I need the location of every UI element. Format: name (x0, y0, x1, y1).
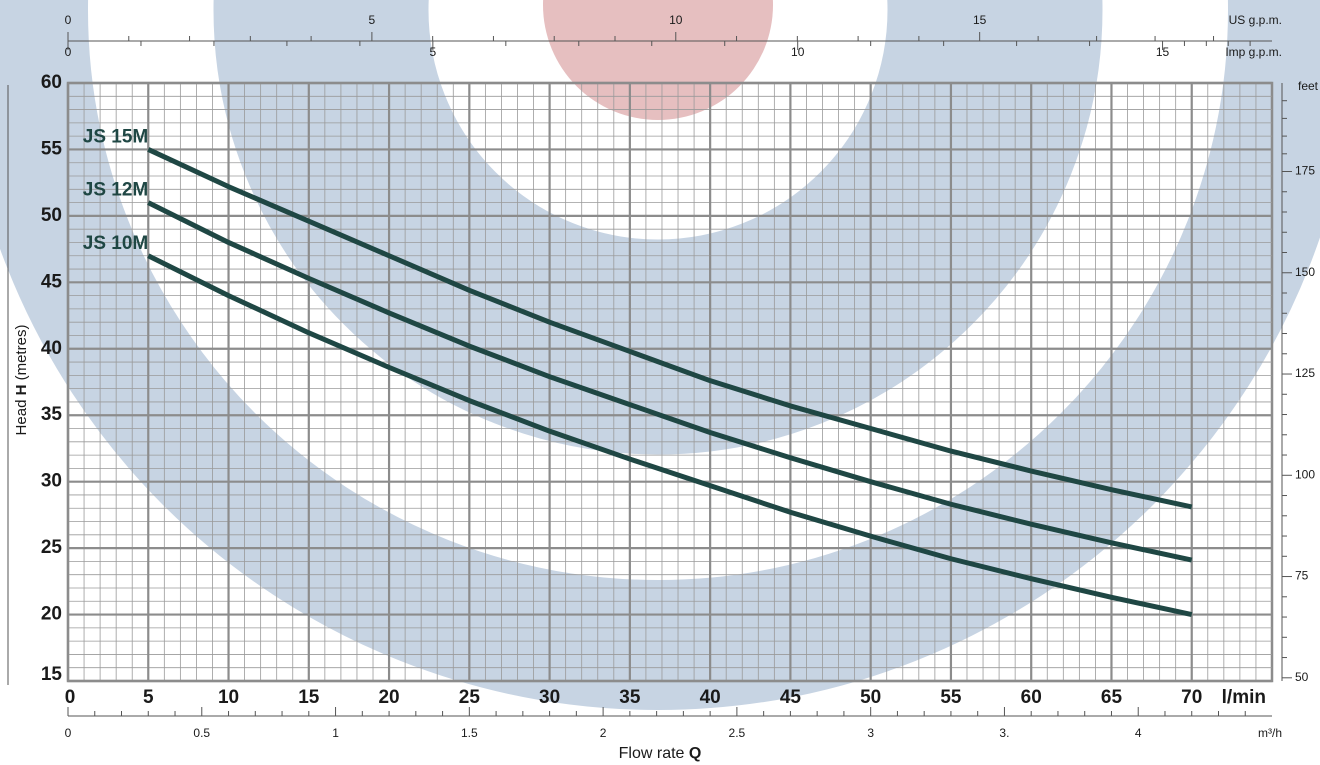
x-tick-label: 70 (1181, 687, 1202, 708)
x-tick-label: 50 (860, 687, 881, 708)
x-tick-label: 40 (700, 687, 721, 708)
axis-title: US g.p.m. (1229, 13, 1282, 27)
labels: 0 5 10 15 20 25 30 35 40 45 50 55 60 65 70 l/min1520253… (41, 13, 1319, 740)
y-tick-label: 50 (41, 205, 62, 226)
tick-label: 0 (65, 726, 72, 740)
y-label-part: (metres) (13, 325, 30, 385)
tick-label: 125 (1295, 366, 1315, 380)
axis-title: m³/h (1258, 726, 1282, 740)
y-tick-label: 45 (41, 271, 63, 292)
y-tick-label: 20 (41, 604, 62, 625)
x-unit-label: l/min (1222, 687, 1266, 708)
tick-label: 5 (430, 45, 437, 59)
tick-label: 0 (65, 45, 72, 59)
x-tick-label: 30 (539, 687, 560, 708)
tick-label: 15 (973, 13, 987, 27)
tick-label: 5 (369, 13, 376, 27)
series-label: JS 15M (83, 126, 148, 147)
tick-label: 1 (332, 726, 339, 740)
x-tick-label: 55 (940, 687, 962, 708)
x-tick-label: 0 (65, 687, 76, 708)
y-label-part: Head (13, 395, 30, 435)
y-axis-label: Head H (metres) (13, 325, 30, 436)
x-tick-label: 65 (1101, 687, 1123, 708)
x-axis-label: Flow rate Q (619, 745, 702, 762)
tick-label: 100 (1295, 467, 1315, 481)
y-label-part: H (13, 385, 30, 396)
y-tick-label: 35 (41, 404, 63, 425)
grid (66, 81, 1274, 683)
x-tick-label: 5 (143, 687, 154, 708)
background-decoration (0, 0, 1320, 710)
series-label: JS 10M (83, 233, 148, 254)
tick-label: 10 (669, 13, 683, 27)
y-tick-label: 60 (41, 72, 62, 93)
y-tick-label: 15 (41, 664, 63, 685)
axis-title: Imp g.p.m. (1225, 45, 1282, 59)
tick-label: 15 (1156, 45, 1170, 59)
tick-label: 2 (600, 726, 607, 740)
tick-label: 10 (791, 45, 805, 59)
x-tick-label: 20 (378, 687, 399, 708)
x-label-part: Flow rate (619, 745, 689, 762)
tick-label: 50 (1295, 670, 1309, 684)
y-tick-label: 25 (41, 537, 63, 558)
x-tick-label: 15 (298, 687, 320, 708)
series-line (147, 147, 1193, 510)
inner-ring (213, 0, 1103, 455)
x-tick-label: 60 (1021, 687, 1042, 708)
outer-ring (0, 0, 1320, 710)
axis-title: feet (1298, 79, 1319, 93)
x-tick-label: 45 (780, 687, 802, 708)
x-label-part: Q (689, 745, 701, 762)
tick-label: 175 (1295, 164, 1315, 178)
tick-label: 3 (867, 726, 874, 740)
tick-label: 4 (1135, 726, 1142, 740)
tick-label: 2.5 (729, 726, 746, 740)
tick-label: 1.5 (461, 726, 478, 740)
series-line (147, 200, 1193, 563)
curves (147, 147, 1193, 618)
series-line (147, 253, 1193, 618)
tick-label: 0.5 (193, 726, 210, 740)
tick-label: 0 (65, 13, 72, 27)
series-label: JS 12M (83, 180, 148, 201)
tick-label: 3. (999, 726, 1009, 740)
tick-label: 75 (1295, 569, 1309, 583)
red-circle (543, 0, 773, 120)
x-tick-label: 10 (218, 687, 239, 708)
x-tick-label: 35 (619, 687, 641, 708)
y-tick-label: 30 (41, 471, 62, 492)
tick-label: 150 (1295, 265, 1315, 279)
y-tick-label: 55 (41, 138, 63, 159)
y-tick-label: 40 (41, 338, 62, 359)
x-tick-label: 25 (459, 687, 481, 708)
